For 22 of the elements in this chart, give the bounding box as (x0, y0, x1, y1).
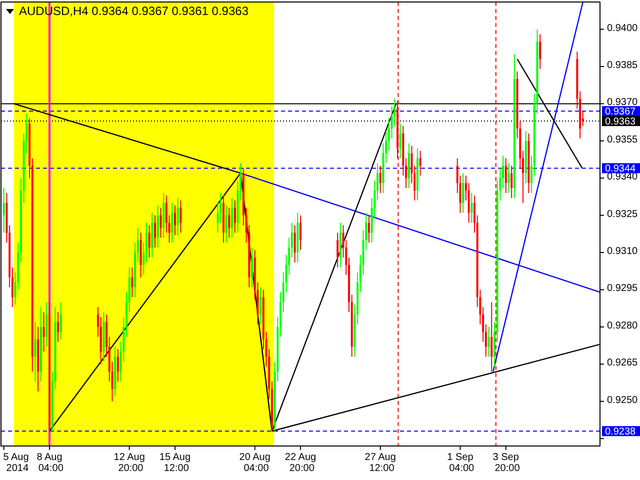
x-tick-label: 22 Aug 20:00 (284, 452, 316, 474)
ref-line-label: 0.9367 (605, 106, 636, 118)
x-tick-label: 3 Sep 20:00 (492, 452, 520, 474)
y-tick-label: 0.9310 (607, 246, 638, 258)
ref-line-label: 0.9363 (605, 116, 636, 128)
x-tick-label: 15 Aug 12:00 (159, 452, 191, 474)
ref-line-label: 0.9238 (605, 426, 636, 438)
y-tick-label: 0.9280 (607, 320, 638, 332)
x-tick-label: 1 Sep 04:00 (446, 452, 475, 474)
y-tick-label: 0.9385 (607, 60, 638, 71)
y-tick-label: 0.9250 (607, 394, 638, 406)
y-tick-label: 0.9265 (607, 358, 638, 369)
x-tick-label: 8 Aug 04:00 (36, 452, 64, 474)
y-tick-label: 0.9370 (607, 97, 638, 108)
y-tick-label: 0.9400 (607, 22, 638, 34)
y-tick-label: 0.9295 (607, 283, 638, 294)
y-tick-label: 0.9355 (607, 134, 638, 146)
x-tick-label: 27 Aug 12:00 (364, 452, 396, 474)
y-tick-label: 0.9325 (607, 208, 638, 220)
x-tick-label: 5 Aug 2014 (3, 452, 29, 474)
x-tick-label: 20 Aug 04:00 (239, 452, 270, 474)
x-tick-label: 12 Aug 20:00 (114, 452, 145, 474)
